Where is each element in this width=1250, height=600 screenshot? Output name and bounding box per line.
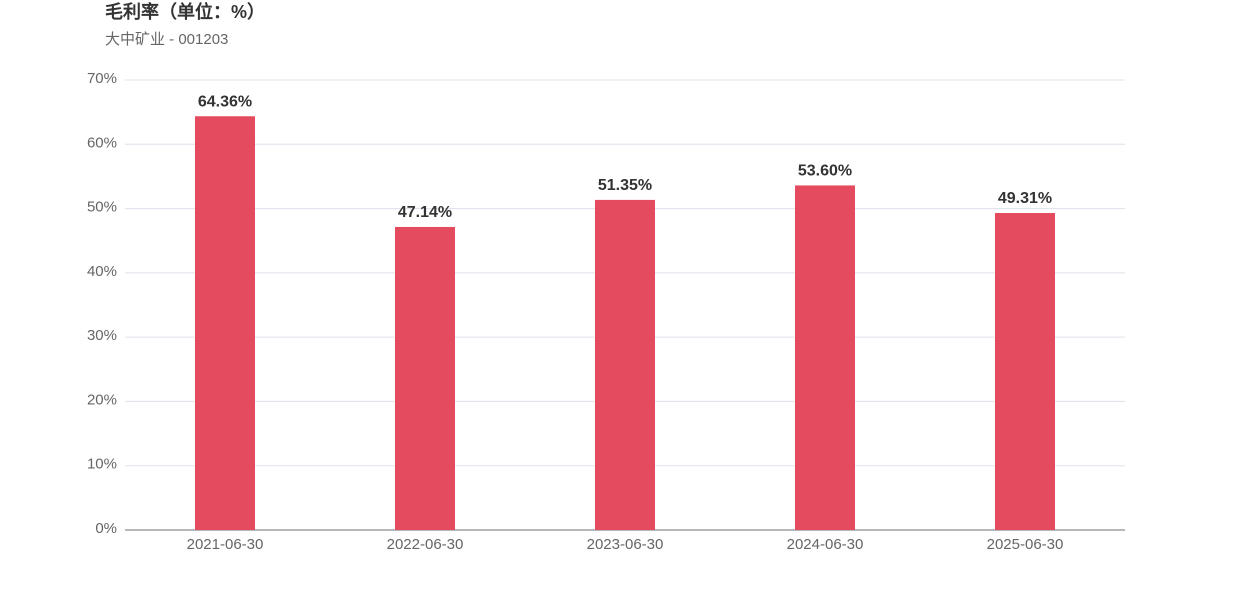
y-tick-label: 30% — [87, 327, 117, 344]
y-tick-label: 0% — [95, 520, 117, 537]
x-tick-label: 2023-06-30 — [587, 536, 664, 553]
y-tick-label: 40% — [87, 263, 117, 280]
bar — [995, 213, 1055, 530]
x-tick-label: 2021-06-30 — [187, 536, 264, 553]
bar — [595, 199, 655, 530]
bar — [195, 116, 255, 530]
value-label: 47.14% — [398, 204, 452, 221]
y-tick-label: 20% — [87, 391, 117, 408]
y-tick-label: 50% — [87, 199, 117, 216]
bar — [795, 185, 855, 530]
y-tick-label: 70% — [87, 70, 117, 87]
chart-subtitle: 大中矿业 - 001203 — [105, 31, 228, 48]
x-tick-label: 2025-06-30 — [987, 536, 1064, 553]
value-label: 53.60% — [798, 163, 852, 180]
x-tick-label: 2024-06-30 — [787, 536, 864, 553]
y-tick-label: 10% — [87, 456, 117, 473]
value-label: 49.31% — [998, 190, 1052, 207]
value-label: 51.35% — [598, 177, 652, 194]
value-label: 64.36% — [198, 93, 252, 110]
bar — [395, 226, 455, 530]
chart-title: 毛利率（单位：%） — [105, 1, 265, 22]
y-tick-label: 60% — [87, 134, 117, 151]
x-tick-label: 2022-06-30 — [387, 536, 464, 553]
